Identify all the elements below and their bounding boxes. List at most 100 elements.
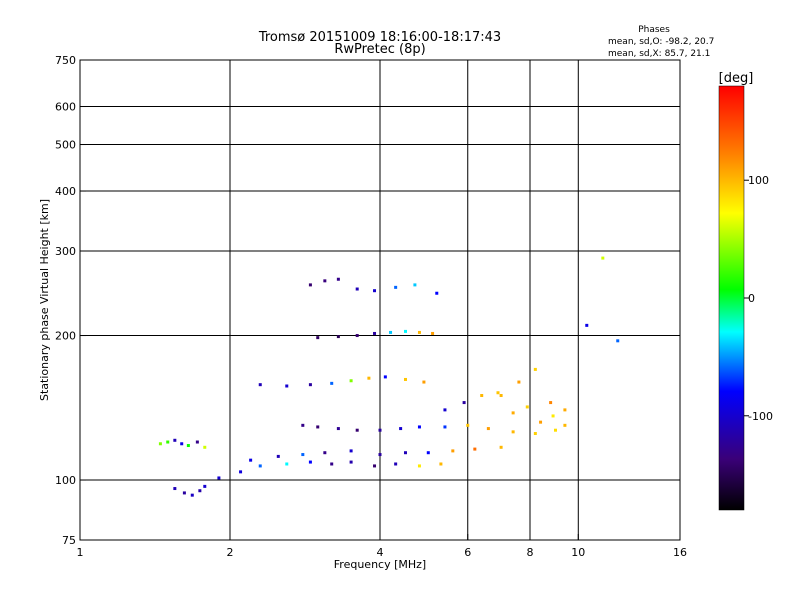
data-point [511, 430, 515, 434]
x-tick-label: 6 [464, 546, 471, 559]
data-point [417, 425, 421, 429]
x-axis-label: Frequency [MHz] [334, 558, 426, 571]
data-point [462, 401, 466, 405]
data-point [499, 394, 503, 398]
y-axis-label: Stationary phase Virtual Height [km] [38, 199, 51, 401]
chart-title: Tromsø 20151009 18:16:00-18:17:43 [258, 30, 501, 45]
data-point [403, 451, 407, 455]
data-point [517, 380, 521, 384]
data-point [308, 383, 312, 387]
data-point [443, 425, 447, 429]
data-point [539, 420, 543, 424]
data-points [158, 256, 620, 497]
y-tick-label: 200 [55, 330, 76, 343]
data-point [439, 462, 443, 466]
y-tick-label: 100 [55, 474, 76, 487]
data-point [198, 489, 202, 493]
data-point [373, 289, 377, 293]
data-point [616, 339, 620, 343]
x-tick-label: 2 [227, 546, 234, 559]
data-point [496, 391, 500, 395]
colorbar-unit: [deg] [719, 71, 754, 86]
data-point [422, 380, 426, 384]
data-point [349, 449, 353, 453]
data-point [367, 376, 371, 380]
data-point [323, 279, 327, 283]
data-point [480, 394, 484, 398]
data-point [186, 444, 190, 448]
y-tick-label: 75 [62, 534, 76, 547]
grid-lines [80, 60, 680, 540]
data-point [551, 414, 555, 418]
data-point [355, 287, 359, 291]
data-point [301, 423, 305, 427]
colorbar [718, 85, 745, 511]
data-point [330, 381, 334, 385]
x-tick-label: 16 [673, 546, 687, 559]
stats-line-o: mean, sd,O: -98.2, 20.7 [608, 37, 714, 47]
stats-line-x: mean, sd,X: 85.7, 21.1 [608, 49, 710, 59]
y-tick-label: 600 [55, 101, 76, 114]
data-point [399, 427, 403, 431]
data-point [413, 283, 417, 287]
data-point [378, 428, 382, 432]
data-point [308, 460, 312, 464]
data-point [563, 408, 567, 412]
x-tick-label: 10 [571, 546, 585, 559]
data-point [383, 375, 387, 379]
data-point [563, 423, 567, 427]
data-point [466, 423, 470, 427]
data-point [378, 453, 382, 457]
data-point [499, 445, 503, 449]
data-point [473, 447, 477, 451]
y-tick-label: 750 [55, 54, 76, 67]
data-point [276, 454, 280, 458]
data-point [373, 331, 377, 335]
data-point [285, 384, 289, 388]
data-point [316, 336, 320, 340]
data-point [349, 460, 353, 464]
data-point [336, 335, 340, 339]
x-tick-label: 1 [77, 546, 84, 559]
data-point [336, 277, 340, 281]
data-point [435, 291, 439, 295]
data-point [308, 283, 312, 287]
data-point [258, 464, 262, 468]
data-point [533, 432, 537, 436]
data-point [394, 285, 398, 289]
data-point [549, 401, 553, 405]
data-point [249, 458, 253, 462]
data-point [525, 405, 529, 409]
data-point [451, 449, 455, 453]
colorbar-tick-label: -100 [748, 410, 773, 423]
data-point [336, 427, 340, 431]
y-tick-label: 500 [55, 139, 76, 152]
chart-subtitle: RwPretec (8p) [334, 42, 425, 57]
data-point [330, 462, 334, 466]
colorbar-ticks: 100 0 -100 [744, 174, 773, 423]
data-point [355, 334, 359, 338]
data-point [511, 411, 515, 415]
data-point [394, 462, 398, 466]
data-point [389, 330, 393, 334]
data-point [403, 329, 407, 333]
data-point [553, 428, 557, 432]
data-point [180, 442, 184, 446]
data-point [195, 440, 199, 444]
data-point [601, 256, 605, 260]
axis-ticks: 1 2 4 6 8 10 16 75 100 200 300 400 500 600 750 [55, 54, 687, 559]
data-point [426, 451, 430, 455]
data-point [355, 428, 359, 432]
data-point [203, 484, 207, 488]
data-point [417, 330, 421, 334]
y-tick-label: 300 [55, 245, 76, 258]
data-point [323, 451, 327, 455]
x-tick-label: 4 [377, 546, 384, 559]
data-point [585, 323, 589, 327]
data-point [403, 377, 407, 381]
data-point [443, 408, 447, 412]
data-point [173, 438, 177, 442]
data-point [301, 453, 305, 457]
